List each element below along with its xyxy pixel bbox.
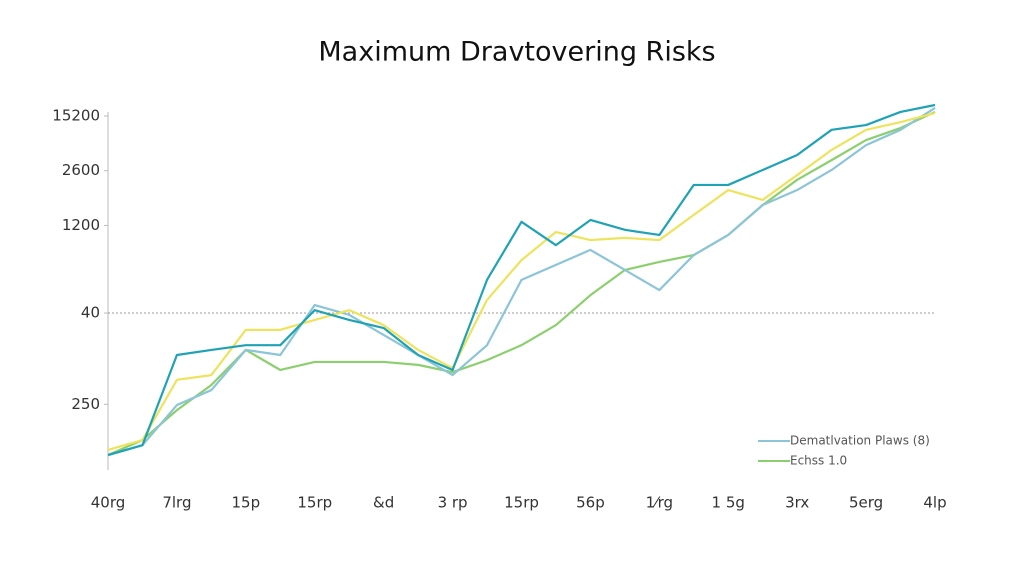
x-tick-label: 15rp <box>297 494 332 512</box>
x-tick-label: 56p <box>576 494 605 512</box>
x-tick-label: 15rp <box>504 494 539 512</box>
legend-label: Dematlvation Plaws (8) <box>790 434 930 448</box>
y-tick-label: 40 <box>81 304 100 322</box>
x-tick-label: 40rg <box>91 494 126 512</box>
legend-label: Echss 1.0 <box>790 454 847 468</box>
series-line <box>107 111 936 451</box>
y-tick-label: 250 <box>71 395 100 413</box>
x-tick-label: 1⁄rg <box>646 494 673 512</box>
x-tick-label: 3rx <box>785 494 809 512</box>
x-tick-label: 15p <box>232 494 261 512</box>
x-tick-label: 5erg <box>849 494 883 512</box>
series-line <box>107 106 936 457</box>
series-line <box>107 103 936 457</box>
y-tick-label: 1200 <box>62 216 100 234</box>
y-tick-label: 15200 <box>52 106 100 124</box>
x-tick-label: 1 5g <box>712 494 745 512</box>
x-tick-label: &d <box>373 494 394 512</box>
chart-title: Maximum Dravtovering Risks <box>318 37 715 68</box>
x-tick-label: 7lrg <box>162 494 191 512</box>
x-tick-label: 4lp <box>923 494 946 512</box>
x-tick-label: 3 rp <box>438 494 468 512</box>
y-tick-label: 2600 <box>62 161 100 179</box>
